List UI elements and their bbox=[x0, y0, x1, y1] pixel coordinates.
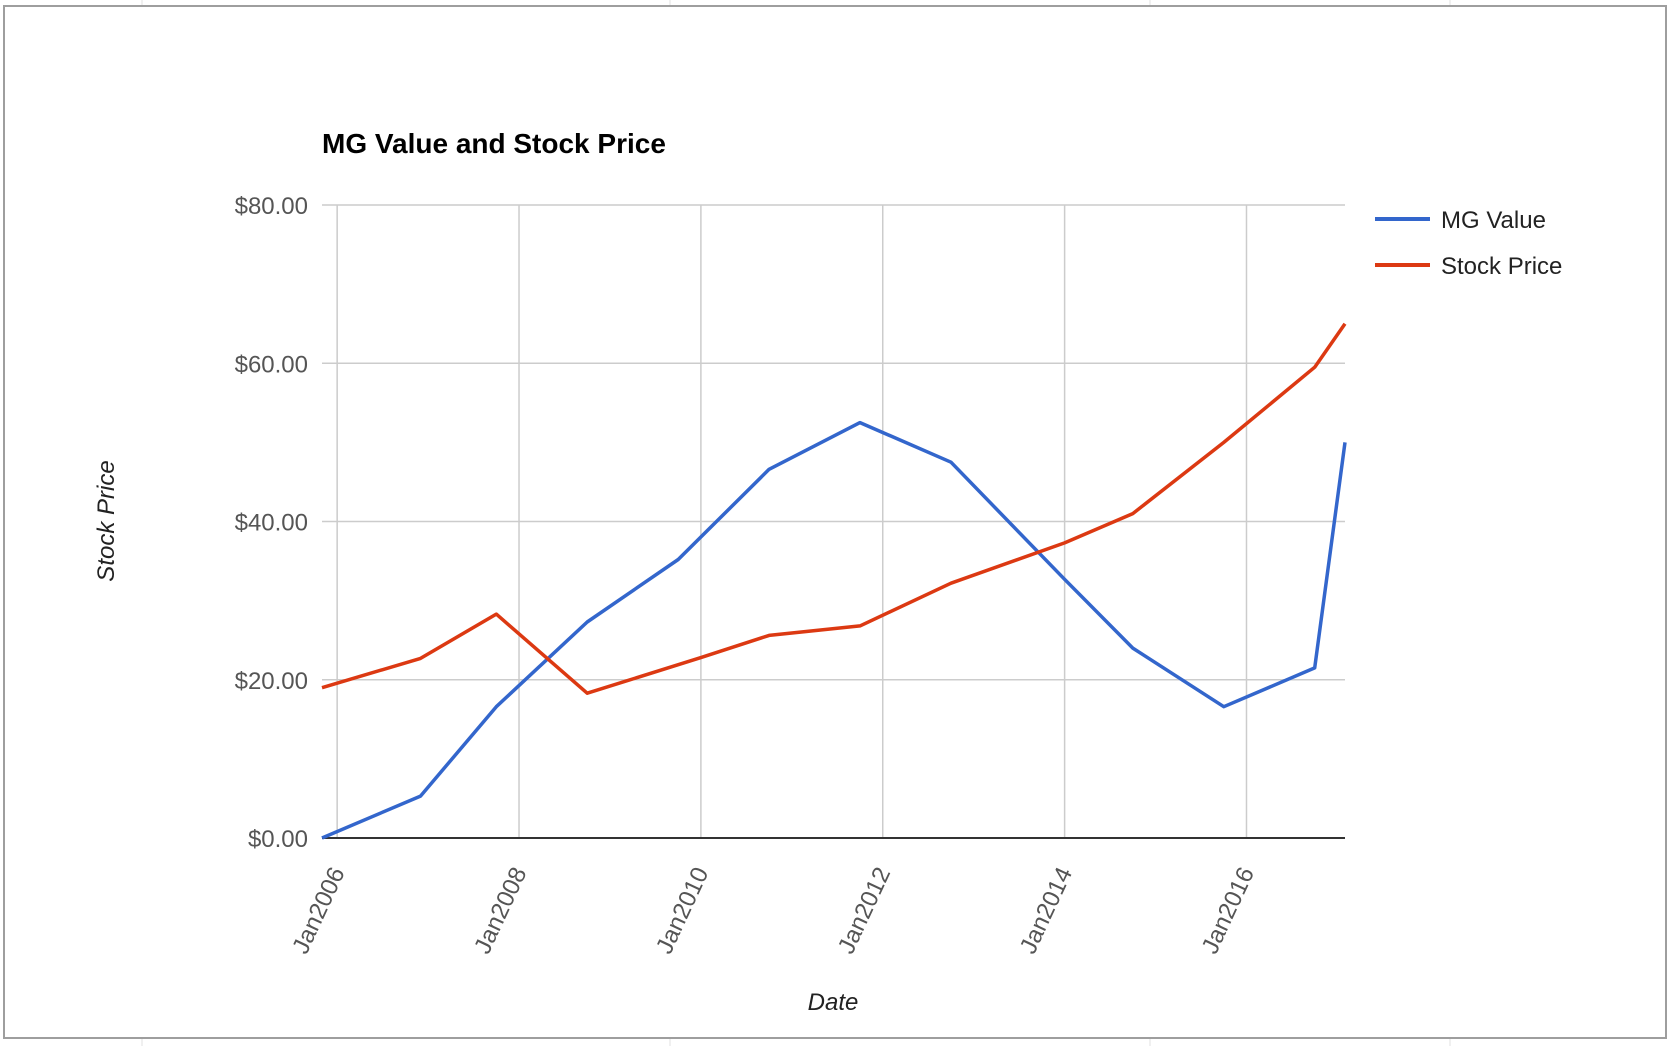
chart-title: MG Value and Stock Price bbox=[322, 128, 666, 159]
y-tick-label: $60.00 bbox=[235, 351, 308, 378]
series-line-1 bbox=[321, 420, 1347, 840]
y-axis-title: Stock Price bbox=[93, 460, 120, 581]
y-tick-label: $0.00 bbox=[248, 826, 308, 853]
y-axis-ticks: $0.00 $20.00 $40.00 $60.00 $80.00 bbox=[235, 193, 308, 853]
y-tick-label: $40.00 bbox=[235, 510, 308, 537]
y-tick-label: $80.00 bbox=[235, 193, 308, 220]
gridlines bbox=[322, 204, 1345, 838]
series-lines bbox=[321, 322, 1347, 840]
y-tick-label: $20.00 bbox=[235, 668, 308, 695]
legend: MG Value Stock Price bbox=[1375, 207, 1562, 280]
x-axis-title: Date bbox=[808, 989, 859, 1016]
series-line-2 bbox=[321, 322, 1347, 695]
legend-label: MG Value bbox=[1441, 207, 1546, 234]
legend-label: Stock Price bbox=[1441, 253, 1562, 280]
